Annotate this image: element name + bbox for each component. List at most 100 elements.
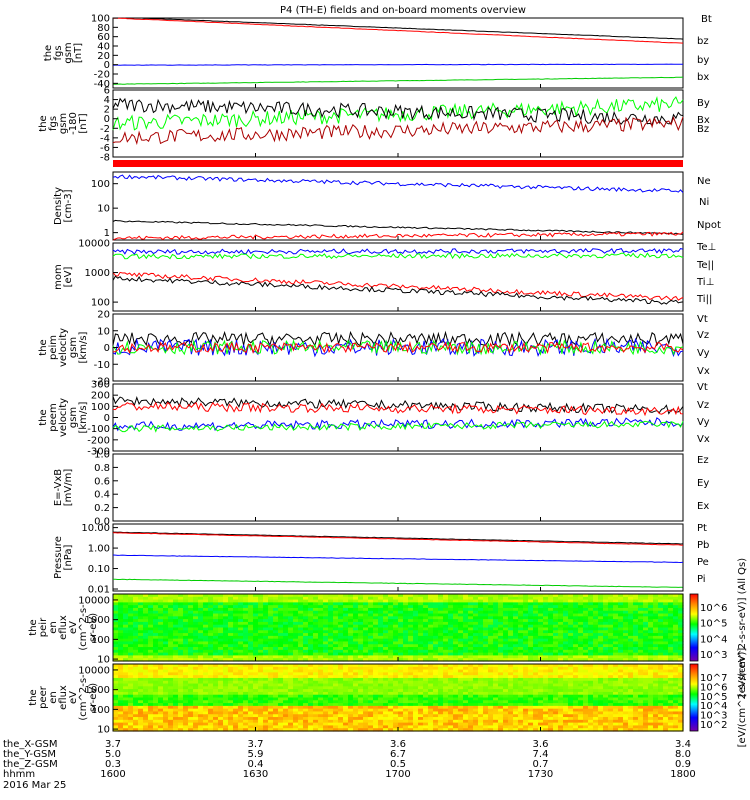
spectrogram-cell <box>443 691 449 696</box>
spectrogram-cell <box>188 610 194 615</box>
spectrogram-cell <box>203 635 209 640</box>
spectrogram-cell <box>528 677 534 682</box>
spectrogram-cell <box>133 711 139 715</box>
spectrogram-cell <box>153 627 159 631</box>
spectrogram-cell <box>263 652 269 657</box>
spectrogram-cell <box>113 649 119 654</box>
spectrogram-cell <box>403 728 409 732</box>
spectrogram-cell <box>168 596 174 601</box>
spectrogram-cell <box>223 686 229 690</box>
spectrogram-cell <box>408 605 414 609</box>
spectrogram-cell <box>138 722 144 727</box>
spectrogram-cell <box>503 599 509 603</box>
colorbar-tick-label: 10^3 <box>700 650 727 661</box>
spectrogram-cell <box>453 711 459 715</box>
spectrogram-cell <box>218 610 224 615</box>
spectrogram-cell <box>333 719 339 724</box>
spectrogram-cell <box>603 635 609 640</box>
spectrogram-cell <box>358 624 364 629</box>
spectrogram-cell <box>233 610 239 615</box>
spectrogram-cell <box>448 722 454 727</box>
spectrogram-cell <box>528 658 534 662</box>
spectrogram-cell <box>263 700 269 704</box>
spectrogram-cell <box>278 655 284 659</box>
spectrogram-cell <box>308 619 314 623</box>
spectrogram-cell <box>323 627 329 631</box>
spectrogram-cell <box>408 694 414 699</box>
spectrogram-cell <box>428 697 434 701</box>
spectrogram-cell <box>383 700 389 704</box>
spectrogram-cell <box>118 602 124 606</box>
spectrogram-cell <box>513 616 519 620</box>
spectrogram-cell <box>253 607 259 612</box>
spectrogram-cell <box>113 655 119 659</box>
spectrogram-cell <box>323 694 329 699</box>
spectrogram-cell <box>403 705 409 710</box>
spectrogram-cell <box>463 596 469 601</box>
spectrogram-cell <box>618 649 624 654</box>
spectrogram-cell <box>528 596 534 601</box>
spectrogram-cell <box>563 652 569 657</box>
spectrogram-cell <box>448 666 454 671</box>
spectrogram-cell <box>333 594 339 598</box>
spectrogram-cell <box>148 666 154 671</box>
spectrogram-cell <box>418 607 424 612</box>
spectrogram-cell <box>123 686 129 690</box>
spectrogram-cell <box>323 633 329 637</box>
spectrogram-cell <box>303 669 309 673</box>
spectrogram-cell <box>438 655 444 659</box>
spectrogram-cell <box>353 658 359 662</box>
spectrogram-cell <box>643 638 649 643</box>
spectrogram-cell <box>168 680 174 685</box>
spectrogram-cell <box>253 613 259 617</box>
spectrogram-cell <box>388 703 394 707</box>
spectrogram-cell <box>173 602 179 606</box>
spectrogram-cell <box>258 647 264 651</box>
spectrogram-cell <box>173 691 179 696</box>
spectrogram-cell <box>313 596 319 601</box>
spectrogram-cell <box>123 714 129 718</box>
spectrogram-cell <box>438 714 444 718</box>
spectrogram-cell <box>423 708 429 713</box>
spectrogram-cell <box>493 596 499 601</box>
spectrogram-cell <box>113 705 119 710</box>
spectrogram-cell <box>428 691 434 696</box>
spectrogram-cell <box>113 602 119 606</box>
spectrogram-cell <box>348 638 354 643</box>
spectrogram-cell <box>503 703 509 707</box>
spectrogram-cell <box>268 647 274 651</box>
spectrogram-cell <box>263 725 269 729</box>
spectrogram-cell <box>133 655 139 659</box>
spectrogram-cell <box>123 607 129 612</box>
spectrogram-cell <box>248 599 254 603</box>
y-tick-label: 100 <box>91 635 110 646</box>
spectrogram-cell <box>128 652 134 657</box>
spectrogram-cell <box>433 705 439 710</box>
spectrogram-cell <box>513 596 519 601</box>
spectrogram-cell <box>323 605 329 609</box>
spectrogram-cell <box>513 621 519 626</box>
spectrogram-cell <box>298 717 304 721</box>
spectrogram-cell <box>113 624 119 629</box>
spectrogram-cell <box>258 700 264 704</box>
spectrogram-cell <box>643 649 649 654</box>
spectrogram-cell <box>633 607 639 612</box>
spectrogram-cell <box>423 630 429 634</box>
spectrogram-cell <box>533 613 539 617</box>
spectrogram-cell <box>513 605 519 609</box>
spectrogram-cell <box>438 599 444 603</box>
spectrogram-cell <box>253 616 259 620</box>
spectrogram-cell <box>493 649 499 654</box>
spectrogram-cell <box>623 599 629 603</box>
spectrogram-cell <box>178 697 184 701</box>
spectrogram-cell <box>523 635 529 640</box>
spectrogram-cell <box>468 705 474 710</box>
spectrogram-cell <box>158 596 164 601</box>
spectrogram-cell <box>413 700 419 704</box>
spectrogram-cell <box>218 697 224 701</box>
spectrogram-cell <box>473 705 479 710</box>
spectrogram-cell <box>468 719 474 724</box>
spectrogram-cell <box>253 638 259 643</box>
y-tick-label: 100 <box>91 402 110 413</box>
spectrogram-cell <box>408 599 414 603</box>
